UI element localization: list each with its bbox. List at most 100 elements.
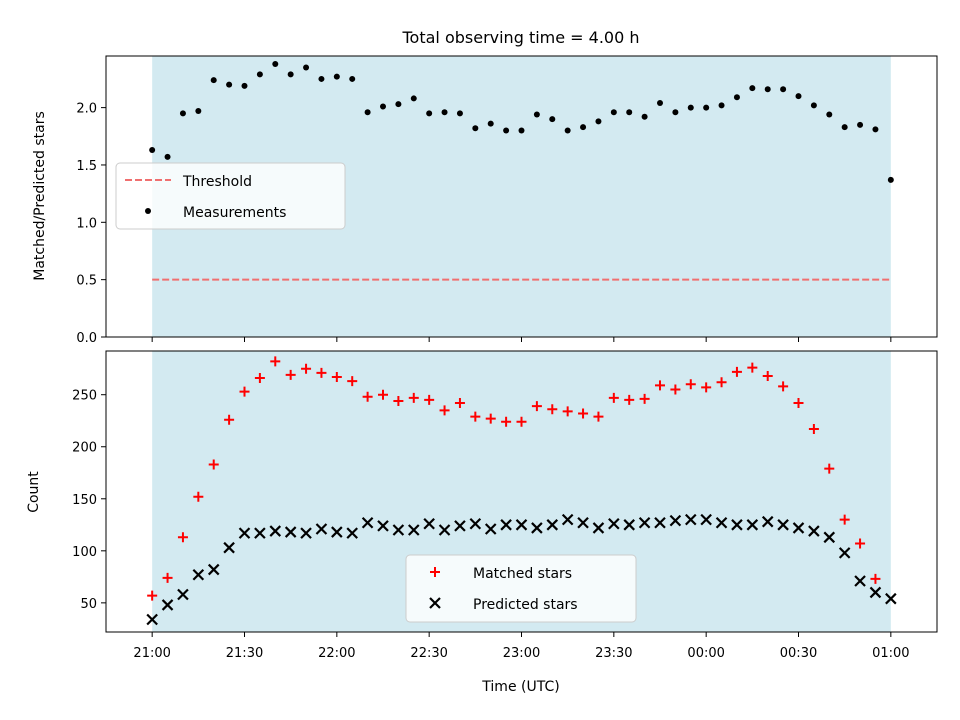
matched-star-point: [701, 382, 712, 393]
predicted-star-point: [469, 517, 482, 530]
measurement-point: [456, 110, 463, 117]
matched-star-point: [516, 416, 527, 427]
top-legend-box: [115, 162, 346, 230]
top-y-tick-label: 1.5: [76, 159, 97, 174]
predicted-star-point: [438, 524, 451, 536]
ratio-panel: 0.0 0.5 1.0 1.5 2.0 Threshold Measurements: [76, 55, 938, 346]
measurement-point: [533, 111, 540, 118]
measurements-legend-label: Measurements: [183, 205, 286, 221]
matched-star-point: [439, 405, 450, 416]
measurement-point: [626, 109, 633, 116]
measurement-point: [149, 147, 156, 154]
predicted-star-point: [561, 513, 574, 526]
matched-star-point: [762, 370, 773, 381]
bottom-x-tick-label: 21:00: [133, 646, 170, 661]
predicted-star-point: [823, 531, 836, 544]
measurement-point: [610, 109, 617, 116]
matched-star-point: [301, 363, 312, 374]
predicted-star-point: [408, 524, 420, 536]
matched-star-point: [193, 491, 204, 502]
bottom-x-tick-label: 23:30: [595, 646, 632, 661]
measurement-point: [241, 82, 248, 89]
predicted-star-point: [238, 527, 251, 539]
predicted-star-point: [315, 523, 328, 535]
bottom-x-tick-label: 23:00: [503, 646, 540, 661]
measurement-point: [887, 176, 894, 183]
bottom-y-axis-label: Count: [26, 471, 42, 513]
matched-star-point: [177, 532, 188, 543]
matched-star-point: [808, 424, 819, 435]
top-y-tick-label: 0.0: [76, 331, 97, 346]
predicted-star-point: [392, 524, 405, 536]
predicted-star-point: [269, 525, 282, 537]
bottom-y-tick-label: 50: [80, 597, 97, 612]
predicted-star-point: [331, 526, 343, 538]
matched-star-point: [593, 411, 604, 422]
predicted-star-point: [654, 516, 666, 529]
measurement-point: [318, 75, 325, 82]
bottom-x-tick-label: 21:30: [226, 646, 263, 661]
bottom-x-tick-label: 00:00: [687, 646, 724, 661]
matched-star-point: [624, 394, 635, 405]
measurement-point: [287, 71, 294, 78]
matched-star-point: [547, 404, 558, 415]
matched-star-point: [731, 366, 742, 377]
measurement-point: [810, 102, 817, 109]
predicted-legend-swatch: [429, 597, 441, 609]
matched-star-point: [424, 394, 435, 405]
top-y-tick-label: 0.5: [76, 274, 97, 289]
predicted-star-point: [284, 526, 297, 538]
matched-star-point: [716, 377, 727, 388]
predicted-star-point: [854, 575, 866, 587]
bottom-legend-box: [405, 554, 637, 623]
predicted-star-point: [731, 519, 743, 531]
matched-star-point: [362, 391, 373, 402]
predicted-legend-label: Predicted stars: [473, 597, 578, 613]
bottom-x-tick-label: 22:30: [410, 646, 447, 661]
predicted-star-point: [746, 519, 759, 531]
predicted-star-point: [484, 523, 497, 535]
predicted-star-point: [546, 519, 559, 531]
matched-star-point: [208, 459, 219, 470]
measurement-point: [441, 109, 448, 116]
measurement-point: [733, 94, 740, 101]
predicted-star-point: [700, 513, 712, 526]
measurement-point: [164, 153, 171, 160]
measurement-point: [841, 124, 848, 131]
x-axis-label: Time (UTC): [481, 679, 559, 695]
predicted-star-point: [685, 513, 697, 526]
matched-star-point: [824, 463, 835, 474]
measurement-point: [564, 127, 571, 134]
measurement-point: [641, 113, 648, 120]
matched-star-point: [347, 376, 358, 387]
matched-star-point: [270, 356, 281, 367]
measurement-point: [872, 126, 879, 133]
matched-star-point: [224, 414, 235, 425]
measurement-point: [195, 108, 202, 115]
predicted-star-point: [161, 599, 174, 611]
bottom-x-tick-label: 01:00: [872, 646, 909, 661]
predicted-star-point: [777, 519, 789, 531]
matched-star-point: [470, 411, 481, 422]
matched-star-point: [239, 386, 250, 397]
predicted-star-point: [608, 517, 620, 530]
measurement-point: [472, 125, 479, 132]
predicted-star-point: [192, 568, 205, 581]
measurement-point: [487, 120, 494, 127]
measurement-point: [718, 102, 725, 109]
predicted-star-point: [515, 519, 528, 531]
predicted-star-point: [623, 519, 635, 531]
predicted-star-point: [715, 516, 728, 529]
predicted-star-point: [761, 515, 774, 528]
matched-star-point: [839, 514, 850, 525]
predicted-star-point: [577, 516, 589, 529]
matched-star-point: [670, 384, 681, 395]
predicted-star-point: [808, 525, 820, 537]
matched-star-point: [454, 398, 465, 409]
measurement-point: [580, 124, 587, 131]
predicted-star-point: [223, 541, 235, 554]
matched-star-point: [316, 367, 327, 378]
matched-star-point: [778, 381, 789, 392]
predicted-star-point: [377, 520, 389, 532]
